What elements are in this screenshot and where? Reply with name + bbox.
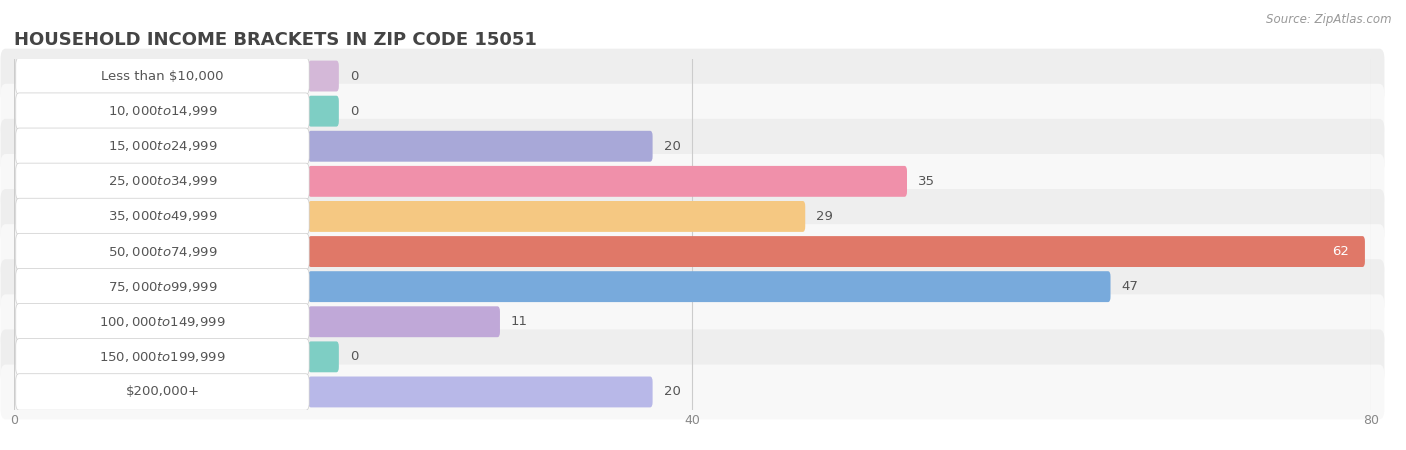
FancyBboxPatch shape [0, 259, 1385, 314]
FancyBboxPatch shape [308, 61, 339, 91]
Text: $100,000 to $149,999: $100,000 to $149,999 [100, 315, 226, 329]
Text: 62: 62 [1331, 245, 1348, 258]
FancyBboxPatch shape [0, 364, 1385, 419]
Text: HOUSEHOLD INCOME BRACKETS IN ZIP CODE 15051: HOUSEHOLD INCOME BRACKETS IN ZIP CODE 15… [14, 31, 537, 49]
FancyBboxPatch shape [15, 234, 309, 270]
FancyBboxPatch shape [308, 166, 907, 197]
Text: $150,000 to $199,999: $150,000 to $199,999 [100, 350, 226, 364]
Text: Source: ZipAtlas.com: Source: ZipAtlas.com [1267, 14, 1392, 27]
FancyBboxPatch shape [308, 377, 652, 407]
FancyBboxPatch shape [308, 131, 652, 162]
FancyBboxPatch shape [0, 329, 1385, 384]
FancyBboxPatch shape [308, 201, 806, 232]
FancyBboxPatch shape [15, 163, 309, 199]
Text: $75,000 to $99,999: $75,000 to $99,999 [108, 279, 218, 294]
FancyBboxPatch shape [308, 96, 339, 126]
FancyBboxPatch shape [15, 93, 309, 129]
Text: $15,000 to $24,999: $15,000 to $24,999 [108, 139, 218, 153]
FancyBboxPatch shape [15, 198, 309, 234]
FancyBboxPatch shape [0, 294, 1385, 349]
FancyBboxPatch shape [0, 154, 1385, 209]
FancyBboxPatch shape [308, 236, 1365, 267]
Text: 0: 0 [350, 105, 359, 117]
FancyBboxPatch shape [15, 304, 309, 340]
FancyBboxPatch shape [15, 128, 309, 164]
Text: 0: 0 [350, 351, 359, 363]
FancyBboxPatch shape [15, 269, 309, 305]
FancyBboxPatch shape [308, 306, 501, 337]
FancyBboxPatch shape [0, 49, 1385, 104]
Text: 29: 29 [817, 210, 834, 223]
FancyBboxPatch shape [15, 374, 309, 410]
FancyBboxPatch shape [308, 271, 1111, 302]
Text: Less than $10,000: Less than $10,000 [101, 70, 224, 82]
FancyBboxPatch shape [0, 189, 1385, 244]
FancyBboxPatch shape [0, 84, 1385, 139]
Text: 35: 35 [918, 175, 935, 188]
Text: 11: 11 [510, 315, 529, 328]
FancyBboxPatch shape [0, 224, 1385, 279]
Text: 0: 0 [350, 70, 359, 82]
Text: 20: 20 [664, 386, 681, 398]
FancyBboxPatch shape [15, 58, 309, 94]
Text: $35,000 to $49,999: $35,000 to $49,999 [108, 209, 218, 224]
FancyBboxPatch shape [15, 339, 309, 375]
Text: $25,000 to $34,999: $25,000 to $34,999 [108, 174, 218, 189]
Text: $10,000 to $14,999: $10,000 to $14,999 [108, 104, 218, 118]
FancyBboxPatch shape [0, 119, 1385, 174]
Text: 20: 20 [664, 140, 681, 153]
Text: 47: 47 [1122, 280, 1139, 293]
Text: $50,000 to $74,999: $50,000 to $74,999 [108, 244, 218, 259]
Text: $200,000+: $200,000+ [125, 386, 200, 398]
FancyBboxPatch shape [308, 342, 339, 372]
